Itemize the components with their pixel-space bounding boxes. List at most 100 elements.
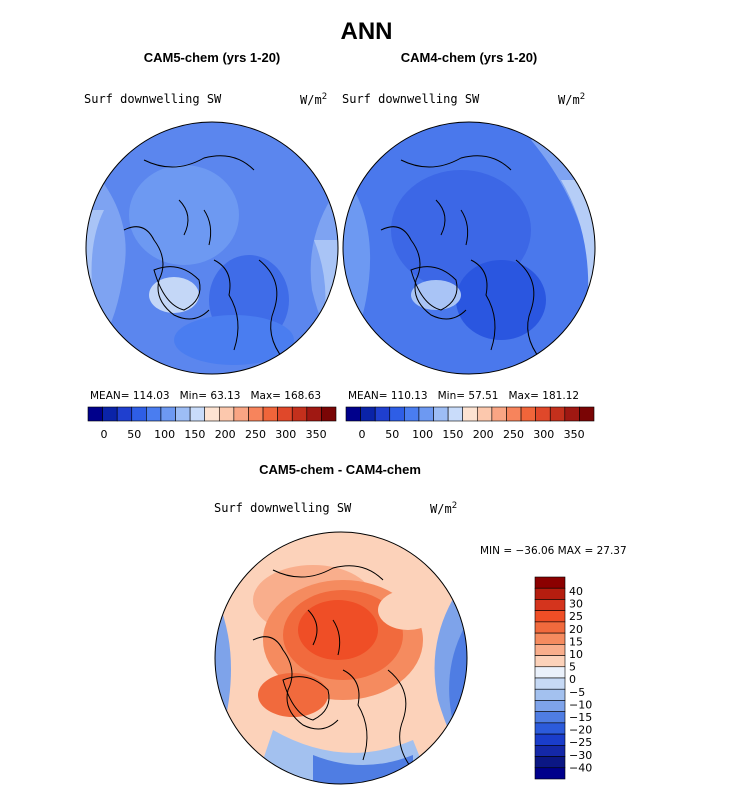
colorbar-swatch	[534, 756, 566, 769]
colorbar-swatch	[534, 599, 566, 611]
colorbar-swatch	[360, 406, 376, 422]
colorbar-swatch	[218, 406, 235, 422]
colorbar-swatch	[204, 406, 220, 422]
colorbar-swatch	[87, 406, 103, 422]
colorbar-swatch	[534, 677, 566, 690]
panel-left-title: CAM5-chem (yrs 1-20)	[143, 50, 281, 65]
diff-panel-variable: Surf downwelling SW	[214, 501, 352, 515]
colorbar-right: 0 50 100 150 200 250 300 350	[345, 406, 595, 441]
colorbar-swatch	[321, 406, 337, 422]
colorbar-swatch	[506, 406, 522, 422]
colorbar-swatch	[418, 406, 434, 422]
colorbar-swatch	[549, 406, 566, 422]
colorbar-tick-label: −10	[569, 698, 592, 711]
colorbar-swatch	[534, 632, 566, 645]
colorbar-swatch	[447, 406, 464, 422]
colorbar-swatch	[579, 406, 595, 422]
colorbar-swatch	[564, 406, 580, 422]
colorbar-tick-label: 40	[569, 585, 583, 598]
colorbar-swatch	[389, 406, 405, 422]
colorbar-tick-label: 50	[127, 428, 141, 441]
colorbar-tick-label: 250	[503, 428, 524, 441]
colorbar-tick-label: −5	[569, 686, 585, 699]
colorbar-tick-label: −20	[569, 724, 592, 737]
colorbar-tick-label: −15	[569, 711, 592, 724]
diff-minmax: MIN = −36.06 MAX = 27.37	[480, 545, 627, 557]
colorbar-tick-label: 20	[569, 623, 583, 636]
colorbar-swatch	[146, 406, 162, 422]
diff-panel-title: CAM5-chem - CAM4-chem	[259, 462, 421, 477]
colorbar-tick-label: 350	[306, 428, 327, 441]
colorbar-swatch	[534, 688, 566, 701]
colorbar-tick-label: 100	[154, 428, 175, 441]
colorbar-tick-label: −40	[569, 761, 592, 774]
colorbar-left: 0 50 100 150 200 250 300 350	[87, 406, 337, 441]
panel-right-stats: MEAN= 110.13 Min= 57.51 Max= 181.12	[348, 390, 580, 402]
colorbar-swatch	[262, 406, 278, 422]
colorbar-tick-label: 0	[359, 428, 366, 441]
colorbar-swatch	[116, 406, 133, 422]
colorbar-swatch	[534, 700, 566, 712]
colorbar-tick-label: 0	[101, 428, 108, 441]
colorbar-swatch	[534, 621, 566, 634]
colorbar-tick-label: 30	[569, 598, 583, 611]
colorbar-swatch	[189, 406, 206, 422]
colorbar-swatch	[277, 406, 293, 422]
colorbar-tick-label: 100	[412, 428, 433, 441]
colorbar-swatch	[160, 406, 176, 422]
colorbar-swatch	[102, 406, 118, 422]
colorbar-tick-label: 200	[215, 428, 236, 441]
colorbar-swatch	[345, 406, 361, 422]
colorbar-swatch	[534, 655, 566, 668]
colorbar-swatch	[534, 733, 566, 746]
colorbar-tick-label: 150	[442, 428, 463, 441]
colorbar-swatch	[462, 406, 478, 422]
colorbar-tick-label: 350	[564, 428, 585, 441]
colorbar-tick-label: 300	[533, 428, 554, 441]
colorbar-swatch	[491, 406, 507, 422]
colorbar-tick-label: 250	[245, 428, 266, 441]
colorbar-tick-label: 5	[569, 661, 576, 674]
colorbar-swatch	[476, 406, 493, 422]
colorbar-tick-label: 50	[385, 428, 399, 441]
diff-panel-units: W/m2	[430, 501, 458, 516]
colorbar-tick-label: 15	[569, 635, 583, 648]
colorbar-tick-label: −25	[569, 736, 592, 749]
panel-left-units: W/m2	[300, 92, 328, 107]
panel-left-stats: MEAN= 114.03 Min= 63.13 Max= 168.63	[90, 390, 322, 402]
colorbar-swatch	[534, 576, 566, 589]
colorbar-swatch	[534, 711, 566, 724]
colorbar-swatch	[534, 767, 566, 780]
colorbar-swatch	[535, 406, 551, 422]
panel-right-units: W/m2	[558, 92, 586, 107]
map-cam5-chem	[85, 121, 339, 375]
colorbar-swatch	[374, 406, 391, 422]
colorbar-tick-label: 25	[569, 610, 583, 623]
colorbar-swatch	[534, 666, 566, 679]
colorbar-swatch	[534, 587, 566, 600]
colorbar-tick-label: 150	[184, 428, 205, 441]
colorbar-swatch	[520, 406, 536, 422]
colorbar-swatch	[433, 406, 449, 422]
map-difference	[214, 531, 468, 785]
colorbar-swatch	[534, 745, 566, 757]
colorbar-tick-label: 10	[569, 648, 583, 661]
colorbar-swatch	[248, 406, 264, 422]
page-title: ANN	[340, 18, 393, 45]
colorbar-tick-label: 0	[569, 673, 576, 686]
colorbar-swatch	[175, 406, 191, 422]
colorbar-swatch	[306, 406, 322, 422]
colorbar-tick-label: 300	[275, 428, 296, 441]
panel-right-variable: Surf downwelling SW	[342, 92, 480, 106]
colorbar-swatch	[534, 610, 566, 623]
colorbar-swatch	[233, 406, 249, 422]
colorbar-swatch	[131, 406, 147, 422]
panel-left-variable: Surf downwelling SW	[84, 92, 222, 106]
colorbar-tick-label: −30	[569, 749, 592, 762]
map-cam4-chem	[342, 121, 596, 375]
colorbar-swatch	[291, 406, 308, 422]
colorbar-swatch	[404, 406, 420, 422]
panel-right-title: CAM4-chem (yrs 1-20)	[400, 50, 538, 65]
colorbar-swatch	[534, 644, 566, 656]
